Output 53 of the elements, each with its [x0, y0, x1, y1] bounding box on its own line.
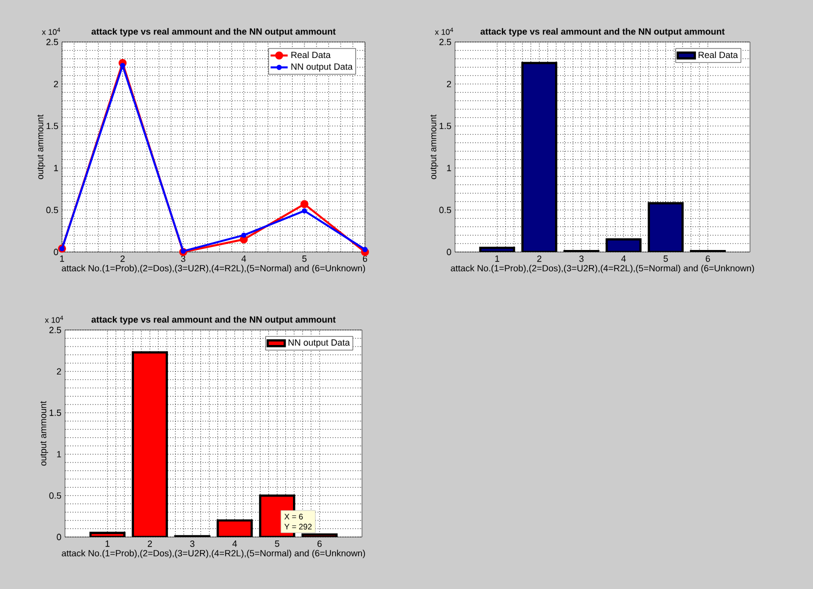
- text: x 10$^{4}$: [44, 316, 64, 323]
- x-tick-label: 2: [148, 540, 152, 547]
- x-tick-label: 4: [621, 256, 626, 262]
- y-tick-label: 2.5: [49, 326, 62, 334]
- chart-title: attack type vs real ammount and the NN output ammount: [91, 316, 336, 324]
- x-tick-label: 2: [537, 256, 542, 262]
- x-tick-label: 6: [318, 540, 322, 547]
- y-tick-label: 1: [54, 164, 58, 172]
- x-axis-title: attack No.(1=Prob),(2=Dos),(3=U2R),(4=R2L),(5=Normal) and (6=Unknown): [62, 550, 365, 558]
- y-axis-title: output ammount: [37, 114, 46, 180]
- x-tick-label: 1: [495, 256, 500, 262]
- legend-label: Real Data: [291, 51, 331, 58]
- x-tick-label: 3: [190, 540, 194, 547]
- y-tick-label: 2: [56, 368, 62, 375]
- y-tick-label: 1: [447, 164, 452, 172]
- x-tick-label: 1: [106, 540, 110, 547]
- y-tick-label: 1.5: [50, 410, 62, 416]
- y-tick-label: 0: [56, 534, 62, 540]
- x-tick-label: 3: [181, 256, 186, 262]
- legend-label: NN output Data: [291, 64, 353, 72]
- y-tick-label: 2: [446, 80, 452, 88]
- y-tick-label: 2.5: [46, 38, 58, 46]
- y-tick-label: 0.5: [46, 206, 58, 214]
- legend-label: Real Data: [698, 51, 738, 58]
- y-axis-title: output ammount: [430, 114, 438, 180]
- y-tick-label: 0.5: [49, 492, 62, 499]
- y-tick-label: 1.5: [46, 122, 58, 130]
- chart-title: attack type vs real ammount and the NN output ammount: [480, 28, 725, 36]
- annotation: X = 6: [284, 514, 303, 520]
- x-tick-label: 5: [275, 540, 280, 547]
- x-tick-label: 3: [579, 256, 584, 262]
- x-tick-label: 4: [242, 256, 246, 262]
- text: x 10$^{4}$: [434, 28, 454, 35]
- y-tick-label: 2: [54, 80, 58, 88]
- y-tick-label: 1: [57, 451, 62, 458]
- x-axis-title: attack No.(1=Prob),(2=Dos),(3=U2R),(4=R2L),(5=Normal) and (6=Unknown): [450, 264, 754, 274]
- x-tick-label: 5: [302, 256, 307, 262]
- y-axis-title: output ammount: [40, 401, 48, 466]
- x-tick-label: 5: [664, 256, 668, 262]
- y-tick-label: 0.5: [439, 206, 452, 214]
- annotation: Y = 292: [284, 524, 312, 530]
- legend-label: NN output Data: [288, 339, 350, 348]
- y-tick-label: 2.5: [439, 38, 452, 46]
- x-tick-label: 2: [120, 256, 125, 262]
- y-tick-label: 0: [54, 248, 58, 256]
- x-tick-label: 6: [362, 256, 368, 262]
- chart-title: attack type vs real ammount and the NN output ammount: [92, 28, 336, 36]
- x-axis-title: attack No.(1=Prob),(2=Dos),(3=U2R),(4=R2L),(5=Normal) and (6=Unknown): [62, 264, 365, 274]
- y-tick-label: 0: [446, 248, 452, 256]
- y-tick-label: 1.5: [440, 122, 452, 130]
- text: x 10$^{4}$: [42, 28, 60, 35]
- x-tick-label: 6: [706, 256, 710, 262]
- x-tick-label: 4: [232, 540, 237, 547]
